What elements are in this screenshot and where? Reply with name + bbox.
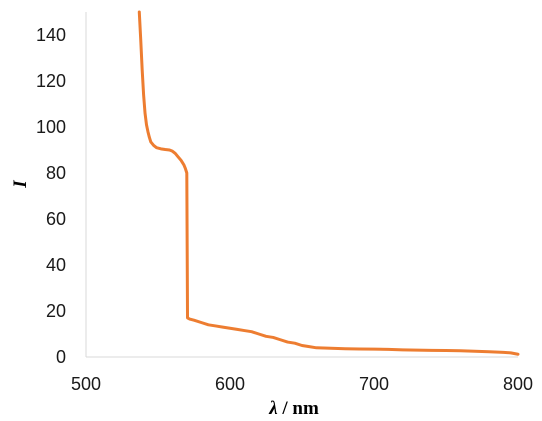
y-tick-label: 120 <box>36 71 66 91</box>
x-axis-title: λ / nm <box>268 398 319 419</box>
y-tick-label: 80 <box>46 163 66 183</box>
x-tick-label: 600 <box>215 374 245 394</box>
y-axis-title: I <box>10 180 31 189</box>
y-tick-label: 100 <box>36 117 66 137</box>
y-tick-label: 140 <box>36 25 66 45</box>
y-tick-labels: 0 20 40 60 80 100 120 140 <box>36 25 66 367</box>
y-tick-label: 60 <box>46 209 66 229</box>
series-line-0 <box>137 10 520 356</box>
y-tick-label: 40 <box>46 255 66 275</box>
series-group <box>137 10 520 356</box>
x-axis-title-unit: / nm <box>278 398 319 419</box>
x-tick-label: 700 <box>359 374 389 394</box>
x-tick-label: 800 <box>503 374 533 394</box>
y-tick-label: 0 <box>56 347 66 367</box>
x-tick-labels: 500 600 700 800 <box>71 374 533 394</box>
x-axis-title-symbol: λ <box>268 398 277 419</box>
y-tick-label: 20 <box>46 301 66 321</box>
plot-area: 0 20 40 60 80 100 120 140 500 600 700 800 <box>36 10 533 394</box>
x-tick-label: 500 <box>71 374 101 394</box>
